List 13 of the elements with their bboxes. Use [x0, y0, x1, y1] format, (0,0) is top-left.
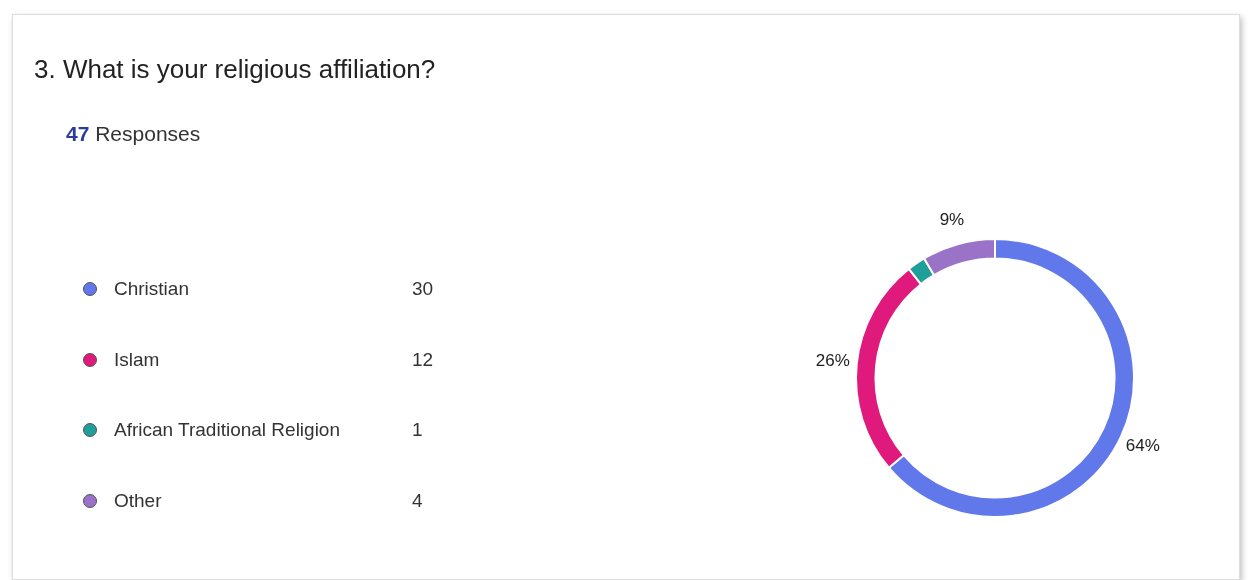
data-label: 4	[412, 489, 423, 512]
text: 9%	[939, 210, 965, 230]
text: 26%	[815, 351, 850, 371]
legend-label: African Traditional Religion	[114, 419, 341, 442]
chart-subtitle: 47 Responses	[66, 122, 201, 146]
data-label: 30	[412, 278, 434, 301]
text: 64%	[1125, 436, 1160, 456]
legend-label: Christian	[114, 278, 190, 301]
legend-label: Other	[114, 489, 163, 512]
legend-label: Islam	[114, 348, 161, 371]
data-label: 1	[412, 419, 423, 442]
chart-title: 3. What is your religious affiliation?	[34, 54, 436, 85]
data-label: 12	[412, 348, 434, 371]
